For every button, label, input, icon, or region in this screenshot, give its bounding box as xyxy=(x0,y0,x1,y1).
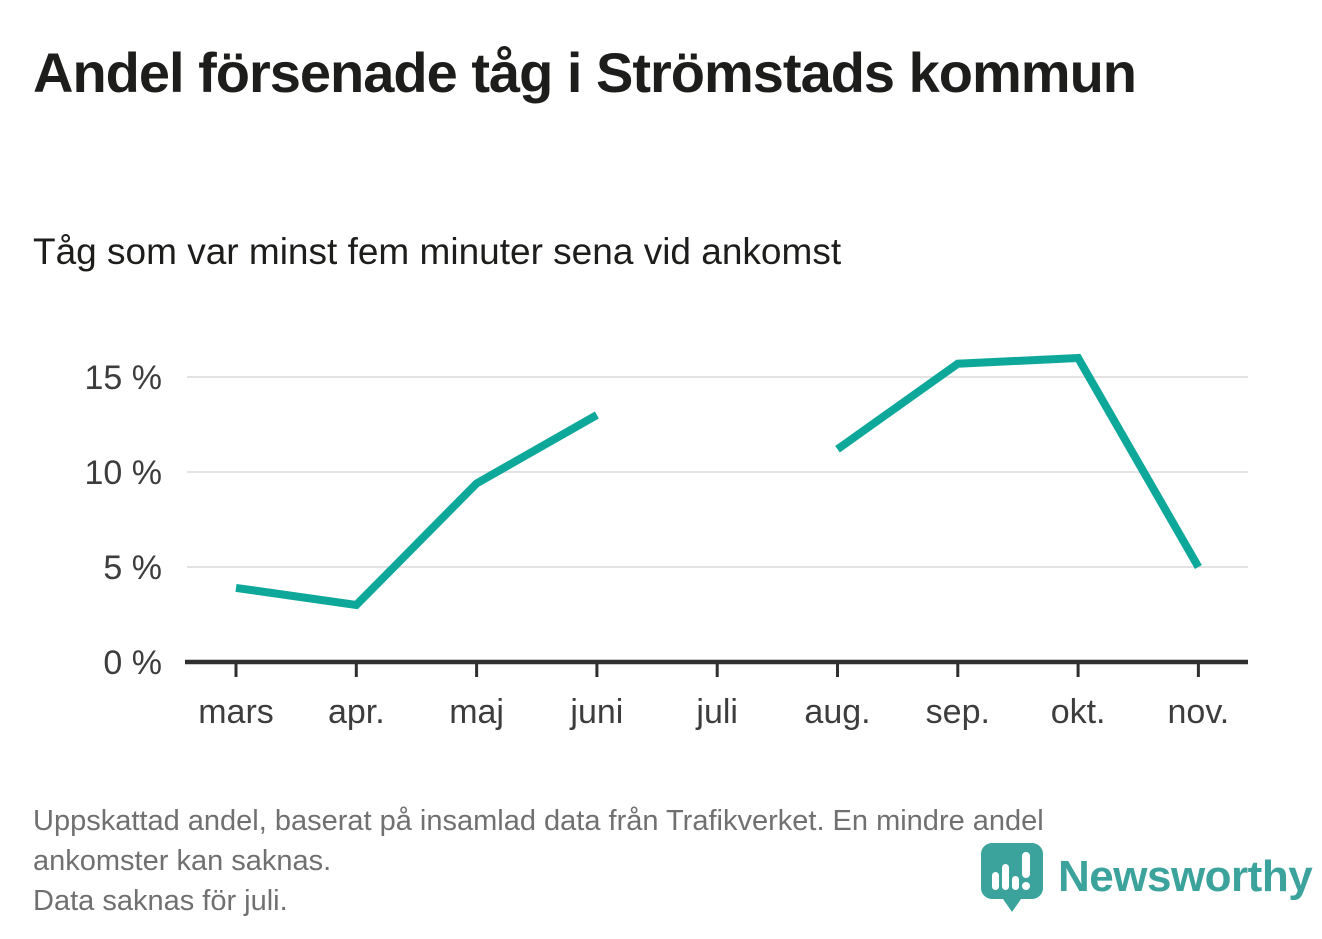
y-tick-label: 10 % xyxy=(85,454,163,492)
x-tick-label: nov. xyxy=(1168,693,1230,731)
logo-bars-and-exclamation xyxy=(992,852,1030,890)
x-tick-label: okt. xyxy=(1051,693,1106,731)
y-tick-label: 0 % xyxy=(103,644,162,682)
y-tick-label: 5 % xyxy=(103,549,162,587)
x-tick-label: aug. xyxy=(804,693,870,731)
newsworthy-logo-icon xyxy=(981,843,1043,912)
source-note: Uppskattad andel, baserat på insamlad da… xyxy=(33,801,1044,921)
chart-subtitle: Tåg som var minst fem minuter sena vid a… xyxy=(33,231,842,272)
data-line-segment xyxy=(235,411,599,610)
newsworthy-logo: Newsworthy xyxy=(980,842,1313,914)
logo-bubble-shape xyxy=(981,843,1043,912)
line-chart: 0 % 5 % 10 % 15 % mars apr. maj juni juli aug. sep… xyxy=(85,353,1248,731)
data-line-segment xyxy=(835,353,1202,569)
source-note-line: ankomster kan saknas. xyxy=(33,845,332,877)
source-note-line: Data saknas för juli. xyxy=(33,885,288,917)
x-tick-label: mars xyxy=(198,693,274,731)
x-tick-label: juni xyxy=(569,693,623,731)
x-tick-label: sep. xyxy=(926,693,990,731)
newsworthy-wordmark: Newsworthy xyxy=(1058,852,1313,901)
chart-title: Andel försenade tåg i Strömstads kommun xyxy=(33,41,1137,104)
y-tick-label: 15 % xyxy=(85,359,163,397)
source-note-line: Uppskattad andel, baserat på insamlad da… xyxy=(33,805,1044,837)
x-tick-label: maj xyxy=(449,693,504,731)
x-tick-label: juli xyxy=(695,693,738,731)
x-tick-label: apr. xyxy=(328,693,385,731)
